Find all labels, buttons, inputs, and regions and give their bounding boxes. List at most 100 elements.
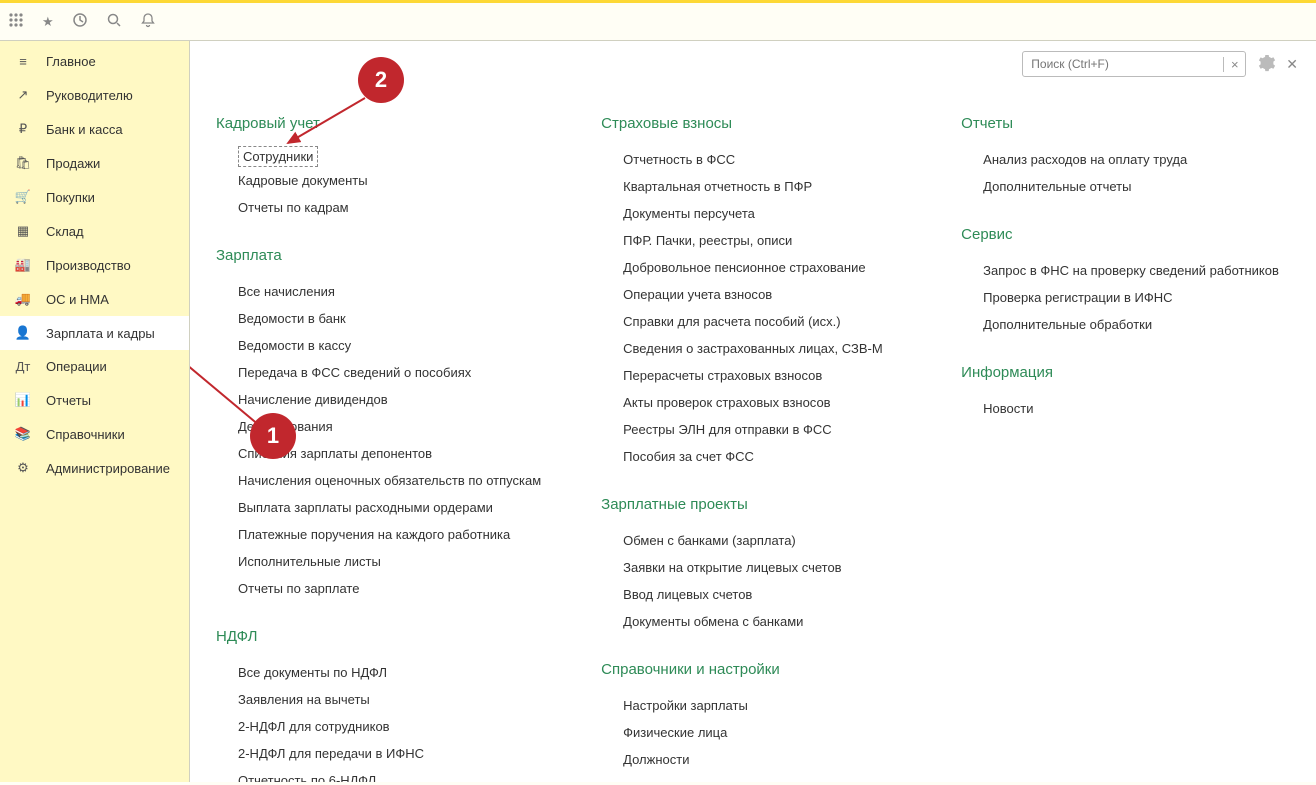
- list-item[interactable]: Операции учета взносов: [623, 281, 901, 308]
- sidebar-item-7[interactable]: 🚚ОС и НМА: [0, 282, 189, 316]
- section: Страховые взносы Отчетность в ФССКварталь…: [601, 115, 901, 470]
- list-item[interactable]: Физические лица: [623, 719, 901, 746]
- list-item[interactable]: Анализ расходов на оплату труда: [983, 146, 1279, 173]
- sidebar-item-12[interactable]: ⚙Администрирование: [0, 451, 189, 485]
- section-list: СотрудникиКадровые документыОтчеты по ка…: [216, 146, 541, 221]
- list-item[interactable]: Новости: [983, 395, 1279, 422]
- section-title[interactable]: Кадровый учет: [216, 115, 541, 132]
- section-list: Настройки зарплатыФизические лицаДолжнос…: [601, 692, 901, 782]
- list-item[interactable]: Кадровые документы: [238, 167, 541, 194]
- list-item[interactable]: Заявки на открытие лицевых счетов: [623, 554, 901, 581]
- list-item[interactable]: Акты проверок страховых взносов: [623, 389, 901, 416]
- section: Сервис Запрос в ФНС на проверку сведений …: [961, 226, 1279, 338]
- list-item[interactable]: Сведения о застрахованных лицах, СЗВ-М: [623, 335, 901, 362]
- list-item[interactable]: Отчеты по зарплате: [238, 575, 541, 602]
- list-item[interactable]: Все документы по НДФЛ: [238, 659, 541, 686]
- section-list: Все документы по НДФЛЗаявления на вычеты…: [216, 659, 541, 782]
- list-item[interactable]: Дополнительные обработки: [983, 311, 1279, 338]
- nav-label: Производство: [46, 258, 131, 273]
- list-item[interactable]: Квартальная отчетность в ПФР: [623, 173, 901, 200]
- sidebar-item-6[interactable]: 🏭 Производство: [0, 248, 189, 282]
- section-title[interactable]: Справочники и настройки: [601, 661, 901, 678]
- section-title[interactable]: Сервис: [961, 226, 1279, 243]
- list-item[interactable]: Добровольное пенсионное страхование: [623, 254, 901, 281]
- list-item[interactable]: Ведомости в кассу: [238, 332, 541, 359]
- nav-label: ОС и НМА: [46, 292, 109, 307]
- nav-icon: ↗: [14, 87, 32, 103]
- section-title[interactable]: Страховые взносы: [601, 115, 901, 132]
- close-icon[interactable]: ✕: [1286, 56, 1298, 73]
- list-item[interactable]: Настройки зарплаты: [623, 692, 901, 719]
- sidebar-item-3[interactable]: 🛍Продажи: [0, 146, 189, 180]
- sidebar-item-8[interactable]: 👤Зарплата и кадры: [0, 316, 189, 350]
- nav-label: Справочники: [46, 427, 125, 442]
- sidebar-item-2[interactable]: ₽Банк и касса: [0, 112, 189, 146]
- nav-icon: 🏭: [14, 257, 32, 273]
- list-item[interactable]: Начисление дивидендов: [238, 386, 541, 413]
- bell-icon[interactable]: [140, 12, 156, 31]
- sections-columns: Кадровый учет СотрудникиКадровые документ…: [216, 115, 1290, 782]
- sidebar-item-0[interactable]: ≡ Главное: [0, 45, 189, 78]
- list-item[interactable]: Проверка регистрации в ИФНС: [983, 284, 1279, 311]
- column-2: ОтчетыАнализ расходов на оплату трудаДоп…: [961, 115, 1279, 782]
- list-item[interactable]: Исполнительные листы: [238, 548, 541, 575]
- search-input[interactable]: [1023, 53, 1223, 75]
- list-item[interactable]: Дополнительные отчеты: [983, 173, 1279, 200]
- list-item[interactable]: Платежные поручения на каждого работника: [238, 521, 541, 548]
- list-item[interactable]: Выплата зарплаты расходными ордерами: [238, 494, 541, 521]
- list-item[interactable]: Отчеты по кадрам: [238, 194, 541, 221]
- list-item[interactable]: Запрос в ФНС на проверку сведений работн…: [983, 257, 1279, 284]
- history-icon[interactable]: [72, 12, 88, 31]
- list-item[interactable]: Должности: [623, 746, 901, 773]
- list-item[interactable]: Зарплатные проекты: [623, 773, 901, 782]
- section-title[interactable]: Отчеты: [961, 115, 1279, 132]
- nav-label: Банк и касса: [46, 122, 123, 137]
- list-item[interactable]: Ведомости в банк: [238, 305, 541, 332]
- star-icon[interactable]: ★: [42, 14, 54, 30]
- list-item[interactable]: Документы персучета: [623, 200, 901, 227]
- section-list: Анализ расходов на оплату трудаДополните…: [961, 146, 1279, 200]
- list-item[interactable]: Отчетность по 6-НДФЛ: [238, 767, 541, 782]
- callout-1: 1: [250, 413, 296, 459]
- gear-icon[interactable]: [1256, 53, 1276, 76]
- sidebar-item-1[interactable]: ↗Руководителю: [0, 78, 189, 112]
- list-item[interactable]: Реестры ЭЛН для отправки в ФСС: [623, 416, 901, 443]
- list-item[interactable]: Начисления оценочных обязательств по отп…: [238, 467, 541, 494]
- apps-icon[interactable]: [8, 12, 24, 31]
- section-title[interactable]: Зарплатные проекты: [601, 496, 901, 513]
- section-title[interactable]: НДФЛ: [216, 628, 541, 645]
- list-item[interactable]: Перерасчеты страховых взносов: [623, 362, 901, 389]
- sidebar-item-4[interactable]: 🛒Покупки: [0, 180, 189, 214]
- section: НДФЛ Все документы по НДФЛЗаявления на вы…: [216, 628, 541, 782]
- sidebar-item-9[interactable]: ДтОперации: [0, 350, 189, 383]
- top-toolbar: ★: [0, 3, 1316, 41]
- list-item[interactable]: Ввод лицевых счетов: [623, 581, 901, 608]
- nav-label: Главное: [46, 54, 96, 69]
- list-item[interactable]: Справки для расчета пособий (исх.): [623, 308, 901, 335]
- list-item[interactable]: Заявления на вычеты: [238, 686, 541, 713]
- list-item[interactable]: 2-НДФЛ для сотрудников: [238, 713, 541, 740]
- list-item[interactable]: Сотрудники: [238, 146, 318, 167]
- main-panel: × ✕ Кадровый учет СотрудникиКадровые доку…: [190, 41, 1316, 782]
- list-item[interactable]: Документы обмена с банками: [623, 608, 901, 635]
- list-item[interactable]: ПФР. Пачки, реестры, описи: [623, 227, 901, 254]
- sidebar-item-10[interactable]: 📊Отчеты: [0, 383, 189, 417]
- list-item[interactable]: Передача в ФСС сведений о пособиях: [238, 359, 541, 386]
- list-item[interactable]: Обмен с банками (зарплата): [623, 527, 901, 554]
- search-icon[interactable]: [106, 12, 122, 31]
- list-item[interactable]: Все начисления: [238, 278, 541, 305]
- nav-label: Зарплата и кадры: [46, 326, 155, 341]
- list-item[interactable]: Отчетность в ФСС: [623, 146, 901, 173]
- list-item[interactable]: 2-НДФЛ для передачи в ИФНС: [238, 740, 541, 767]
- nav-label: Отчеты: [46, 393, 91, 408]
- search-clear-icon[interactable]: ×: [1223, 57, 1245, 72]
- section-title[interactable]: Зарплата: [216, 247, 541, 264]
- section: Отчеты Анализ расходов на оплату трудаДоп…: [961, 115, 1279, 200]
- nav-icon: Дт: [14, 359, 32, 374]
- list-item[interactable]: Пособия за счет ФСС: [623, 443, 901, 470]
- top-controls: × ✕: [1022, 51, 1298, 77]
- nav-icon: ≡: [14, 54, 32, 69]
- sidebar-item-5[interactable]: ▦Склад: [0, 214, 189, 248]
- section-title[interactable]: Информация: [961, 364, 1279, 381]
- sidebar-item-11[interactable]: 📚Справочники: [0, 417, 189, 451]
